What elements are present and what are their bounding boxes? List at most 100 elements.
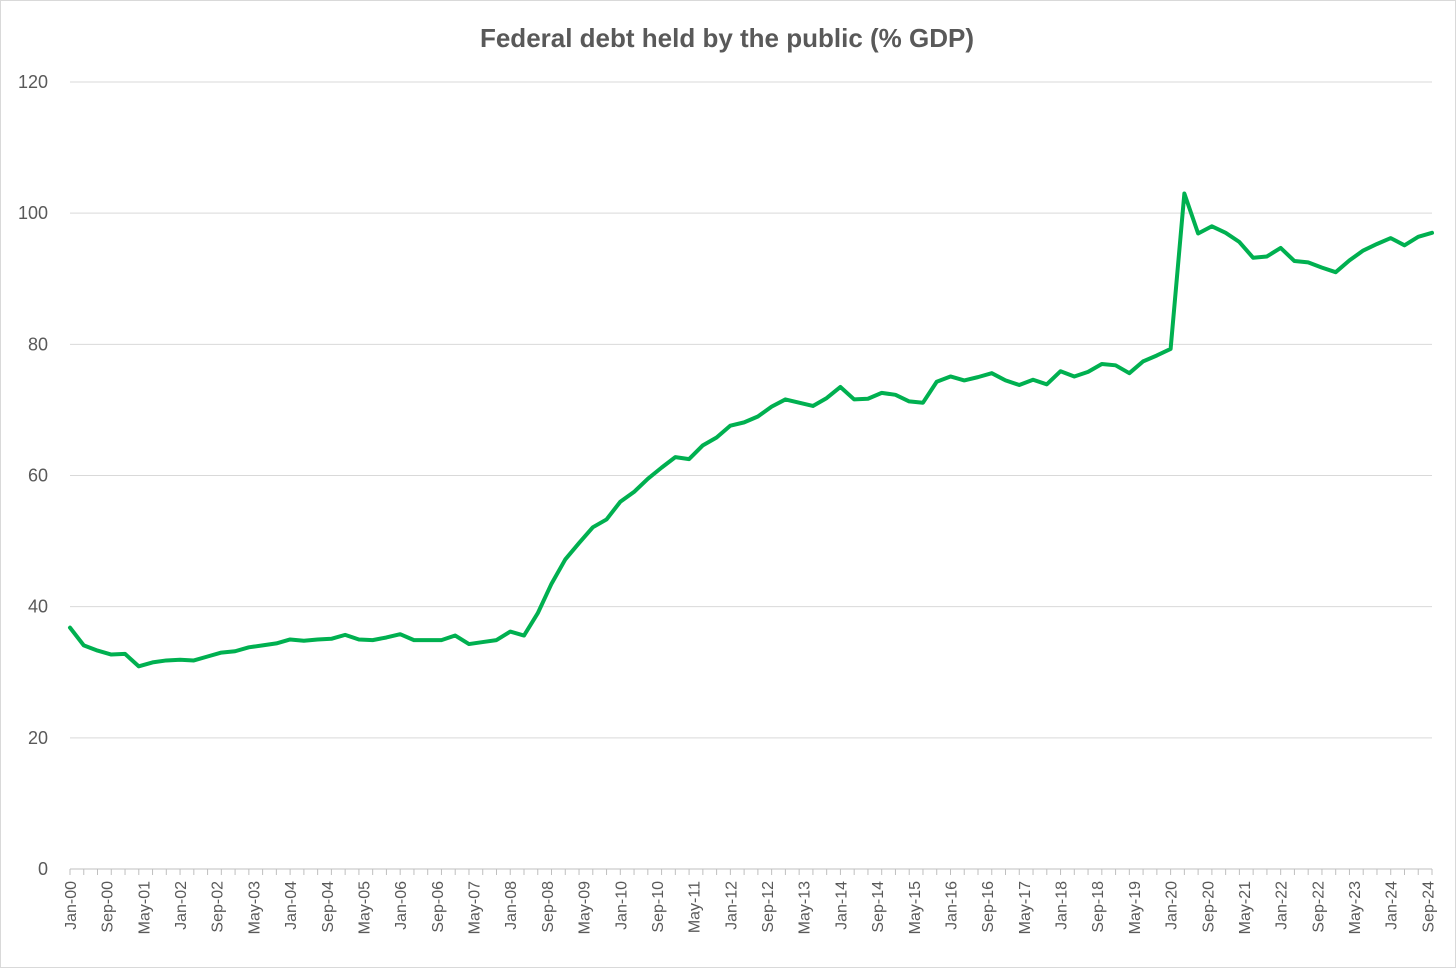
data-point [68,626,72,630]
y-tick-label: 60 [28,466,48,486]
data-point [178,658,182,662]
data-point [1237,240,1241,244]
data-point [1059,369,1063,373]
data-point [550,582,554,586]
data-point [838,385,842,389]
data-point [948,374,952,378]
data-point [632,490,636,494]
data-point [82,643,86,647]
data-point [783,397,787,401]
data-point [1100,362,1104,366]
data-point [316,637,320,641]
data-point [1430,231,1434,235]
x-tick-label: Jan-20 [1164,881,1181,930]
data-point [1004,378,1008,382]
x-tick-label: Sep-00 [100,881,117,933]
x-tick-label: Jan-10 [613,881,630,930]
data-point [1210,224,1214,228]
data-point [1265,254,1269,258]
data-point [426,638,430,642]
data-point [646,477,650,481]
data-point [770,405,774,409]
data-point [1251,256,1255,260]
data-point [1224,231,1228,235]
data-point [522,634,526,638]
x-tick-label: May-21 [1237,881,1254,934]
data-point [274,641,278,645]
data-point [852,397,856,401]
data-point [935,380,939,384]
data-point [288,637,292,641]
data-point [866,397,870,401]
data-point [990,371,994,375]
x-tick-label: Jan-18 [1054,881,1071,930]
data-point [1141,359,1145,363]
data-point [453,634,457,638]
data-point [1279,246,1283,250]
data-point [1334,270,1338,274]
y-tick-label: 80 [28,334,48,354]
data-point [1045,382,1049,386]
x-tick-label: May-11 [687,881,704,933]
x-tick-label: Jan-22 [1274,881,1291,930]
x-tick-label: May-19 [1127,881,1144,934]
data-point [357,637,361,641]
data-point [1196,231,1200,235]
x-tick-label: Jan-24 [1384,881,1401,930]
data-point [1320,266,1324,270]
x-tick-label: Sep-08 [540,881,557,933]
x-tick-label: Jan-02 [173,881,190,930]
x-tick-label: May-13 [797,881,814,934]
data-point [618,500,622,504]
x-tick-label: Jan-06 [393,881,410,930]
x-tick-label: Sep-16 [980,881,997,933]
data-point [371,638,375,642]
data-point [1375,242,1379,246]
data-point [247,645,251,649]
data-point [1086,370,1090,374]
data-point [921,401,925,405]
x-tick-label: May-05 [356,881,373,934]
data-point [742,420,746,424]
y-tick-label: 40 [28,597,48,617]
data-point [1361,249,1365,253]
data-point [412,638,416,642]
x-tick-label: Sep-14 [870,881,887,933]
x-tick-label: Sep-12 [760,881,777,933]
data-point [261,643,265,647]
x-tick-label: Jan-00 [63,881,80,930]
gridlines [70,81,1432,739]
data-point [756,414,760,418]
data-point [1017,383,1021,387]
data-point [192,658,196,662]
data-point [384,635,388,639]
data-point [1182,191,1186,195]
x-tick-label: Jan-16 [943,881,960,930]
data-point [797,401,801,405]
data-point [1031,378,1035,382]
x-axis-tick-marks [69,869,1433,875]
x-tick-label: Sep-24 [1420,881,1437,933]
x-tick-label: Jan-12 [723,881,740,930]
data-point [398,632,402,636]
data-point [329,637,333,641]
data-point [1389,236,1393,240]
y-tick-label: 20 [28,728,48,748]
data-point [494,638,498,642]
data-point [1416,235,1420,239]
data-point [467,642,471,646]
data-point [1292,259,1296,263]
data-point [962,378,966,382]
data-point [687,457,691,461]
x-tick-label: May-23 [1347,881,1364,934]
data-point [481,640,485,644]
x-axis-tick-labels: Jan-00 Sep-00 May-01 Jan-02 Sep-02 May-03 Jan-… [63,881,1437,934]
x-tick-label: May-09 [577,881,594,934]
data-point [825,396,829,400]
data-point [563,557,567,561]
data-point [1306,260,1310,264]
data-point [1155,353,1159,357]
data-point [1169,347,1173,351]
